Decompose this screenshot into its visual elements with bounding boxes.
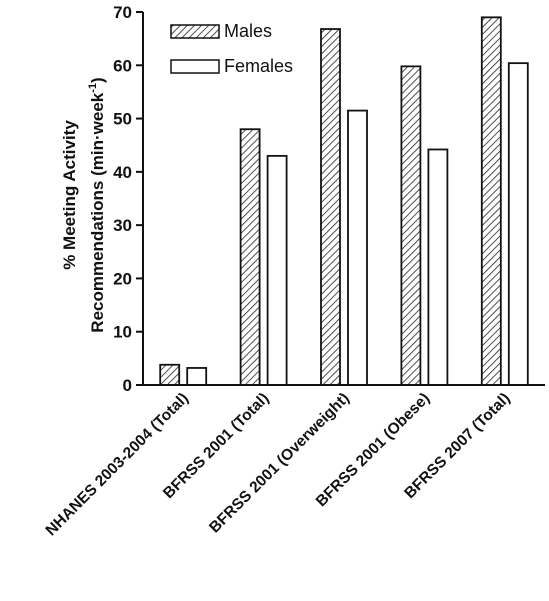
bar-females xyxy=(427,148,449,386)
legend-swatch-males xyxy=(170,24,220,39)
y-tick-label: 0 xyxy=(123,376,132,395)
legend: Males Females xyxy=(170,21,293,76)
y-tick-label: 10 xyxy=(113,323,132,342)
y-tick-label: 40 xyxy=(113,163,132,182)
bar-males xyxy=(239,128,261,386)
x-axis-labels: NHANES 2003-2004 (Total)BFRSS 2001 (Tota… xyxy=(43,390,514,539)
bar-males xyxy=(480,16,502,386)
y-axis-ticks: 0 10 20 30 40 50 60 70 xyxy=(113,3,143,395)
bar-males xyxy=(159,363,181,386)
bar-females xyxy=(507,62,529,386)
y-tick-label: 50 xyxy=(113,110,132,129)
legend-swatch-females xyxy=(170,59,220,74)
x-category-label: BFRSS 2001 (Overweight) xyxy=(206,390,353,537)
bar-females xyxy=(186,367,208,386)
y-tick-label: 30 xyxy=(113,216,132,235)
y-axis-title-line2: Recommendations (min·week-1) xyxy=(87,77,107,332)
y-axis-title-line2-main: Recommendations (min·week xyxy=(88,92,107,332)
y-axis-title-line1: % Meeting Activity xyxy=(60,120,79,270)
legend-label-males: Males xyxy=(224,21,272,41)
y-tick-label: 20 xyxy=(113,269,132,288)
x-category-label: NHANES 2003-2004 (Total) xyxy=(43,390,192,539)
bar-males xyxy=(320,28,341,386)
bar-females xyxy=(266,154,288,386)
y-tick-label: 70 xyxy=(113,3,132,22)
bar-males xyxy=(400,65,422,386)
y-tick-label: 60 xyxy=(113,56,132,75)
y-axis-title-superscript: -1 xyxy=(87,83,99,93)
bar-females xyxy=(347,109,368,386)
legend-label-females: Females xyxy=(224,56,293,76)
y-axis-title-line2-end: ) xyxy=(88,77,107,83)
